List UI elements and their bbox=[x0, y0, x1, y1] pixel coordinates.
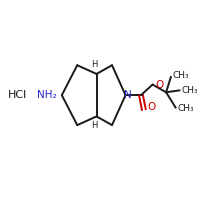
Text: CH₃: CH₃ bbox=[173, 71, 189, 80]
Text: CH₃: CH₃ bbox=[182, 86, 198, 95]
Text: O: O bbox=[148, 102, 156, 112]
Text: N: N bbox=[124, 90, 131, 100]
Text: H: H bbox=[91, 60, 98, 69]
Text: NH₂: NH₂ bbox=[37, 90, 57, 100]
Text: HCl: HCl bbox=[8, 90, 27, 100]
Text: O: O bbox=[155, 80, 164, 90]
Text: CH₃: CH₃ bbox=[178, 104, 194, 113]
Text: H: H bbox=[91, 121, 98, 130]
